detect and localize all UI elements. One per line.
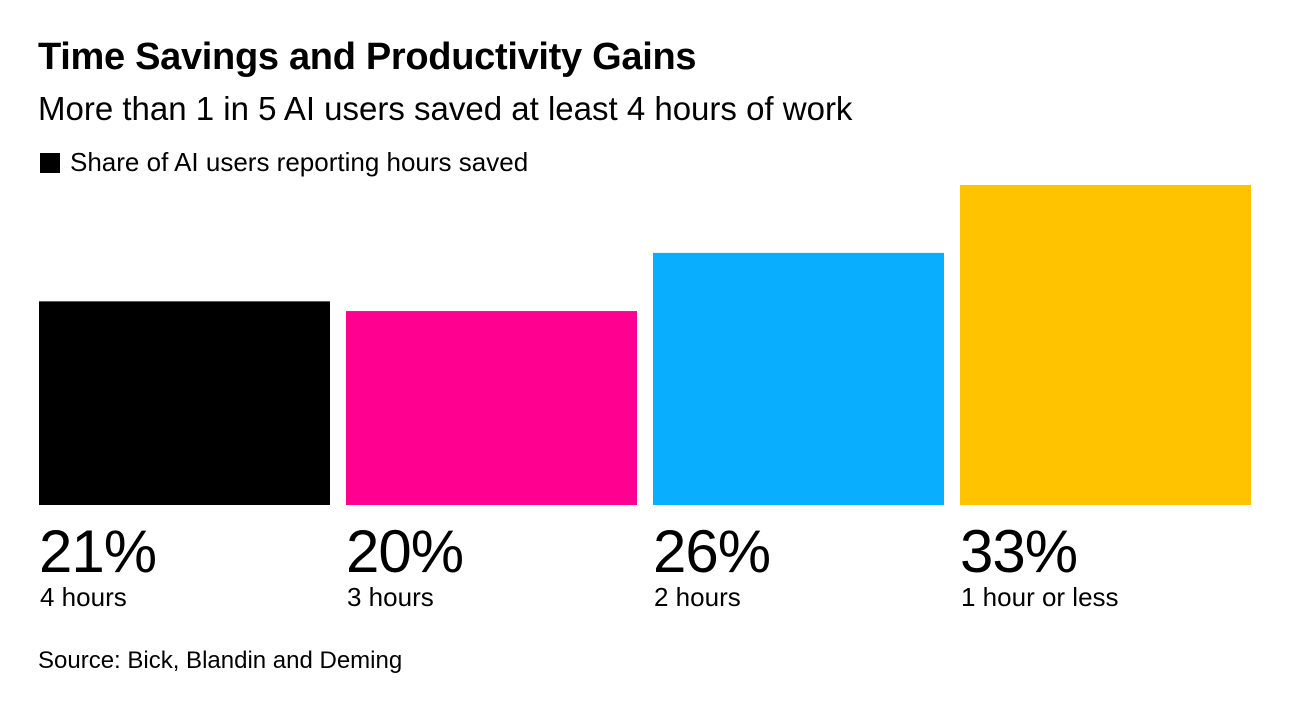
category-label: 2 hours bbox=[654, 582, 741, 612]
bar-value-label: 20% bbox=[346, 518, 463, 585]
source-note: Source: Bick, Blandin and Deming bbox=[38, 647, 403, 674]
legend-label: Share of AI users reporting hours saved bbox=[70, 147, 529, 177]
bar-value-label: 33% bbox=[960, 518, 1077, 585]
category-label: 4 hours bbox=[40, 582, 127, 612]
category-label: 3 hours bbox=[347, 582, 434, 612]
bar-4-hours bbox=[39, 301, 330, 505]
bar-1-hour-or-less bbox=[960, 185, 1251, 505]
bar-3-hours bbox=[346, 311, 637, 505]
bar-2-hours bbox=[653, 252, 944, 505]
bar-value-label: 26% bbox=[653, 518, 770, 585]
chart-subtitle: More than 1 in 5 AI users saved at least… bbox=[38, 90, 853, 127]
chart-title: Time Savings and Productivity Gains bbox=[38, 36, 697, 78]
legend-swatch bbox=[40, 152, 60, 173]
bar-value-label: 21% bbox=[39, 518, 156, 585]
category-label: 1 hour or less bbox=[961, 582, 1119, 612]
chart-legend: Share of AI users reporting hours saved bbox=[40, 147, 528, 178]
